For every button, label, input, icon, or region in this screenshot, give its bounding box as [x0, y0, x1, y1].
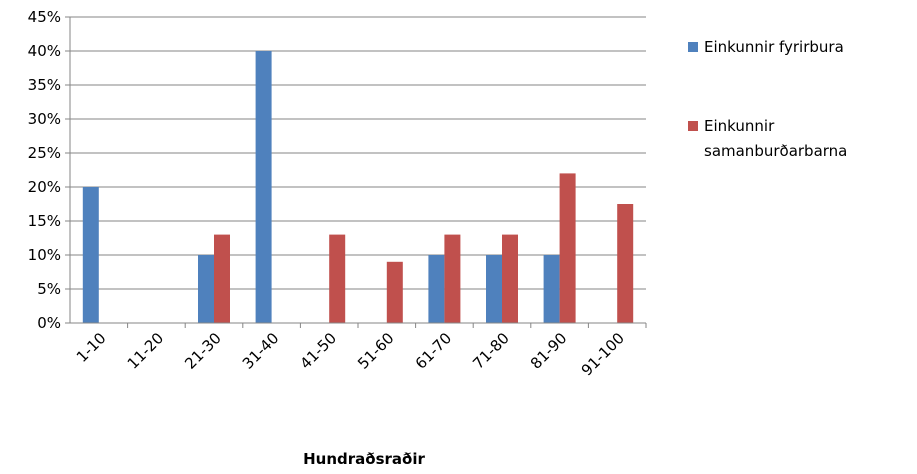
y-tick-label: 30% [28, 110, 61, 128]
x-tick-labels: 1-10 11-20 21-30 31-40 41-50 51-60 61-70 71-80 8… [73, 329, 628, 379]
y-tick-label: 5% [37, 280, 61, 298]
bar-series2 [386, 261, 403, 323]
x-tick-label: 11-20 [124, 329, 168, 373]
y-tick-label: 20% [28, 178, 61, 196]
bars [82, 51, 634, 323]
bar-series2 [444, 234, 461, 323]
bar-series2 [329, 234, 346, 323]
y-tick-label: 15% [28, 212, 61, 230]
axes [65, 16, 647, 328]
x-tick-label: 41-50 [296, 329, 340, 373]
x-tick-label: 61-70 [412, 329, 456, 373]
legend-label: Einkunnir [704, 117, 775, 135]
x-tick-label: 1-10 [73, 329, 110, 366]
x-tick-label: 91-100 [578, 329, 628, 379]
bar-series1 [486, 255, 502, 323]
bar-series1 [428, 255, 445, 323]
gridlines [70, 16, 646, 290]
x-tick-label: 71-80 [469, 329, 513, 373]
bar-series2 [559, 173, 576, 323]
y-tick-label: 10% [28, 246, 61, 264]
y-tick-label: 40% [28, 42, 61, 60]
legend-swatch [688, 121, 698, 131]
legend-swatch [688, 42, 698, 52]
y-tick-label: 0% [37, 314, 61, 332]
legend-label: Einkunnir fyrirbura [704, 38, 844, 56]
y-tick-label: 35% [28, 76, 61, 94]
bar-series2 [617, 204, 634, 323]
legend-label: samanburðarbarna [704, 142, 847, 160]
bar-series2 [214, 234, 230, 323]
bar-series1 [543, 255, 560, 323]
y-tick-label: 45% [28, 8, 61, 26]
y-tick-label: 25% [28, 144, 61, 162]
bar-series2 [502, 234, 518, 323]
x-axis-title: Hundraðsraðir [303, 450, 425, 468]
bar-series1 [255, 51, 272, 323]
x-tick-label: 81-90 [527, 329, 571, 373]
bar-series1 [82, 187, 99, 323]
bar-series1 [198, 255, 214, 323]
y-tick-labels: 0% 5% 10% 15% 20% 25% 30% 35% 40% 45% [28, 8, 61, 332]
x-tick-label: 21-30 [181, 329, 225, 373]
legend: Einkunnir fyrirbura Einkunnir samanburðarb… [688, 38, 847, 160]
x-tick-label: 51-60 [354, 329, 398, 373]
x-tick-label: 31-40 [239, 329, 283, 373]
